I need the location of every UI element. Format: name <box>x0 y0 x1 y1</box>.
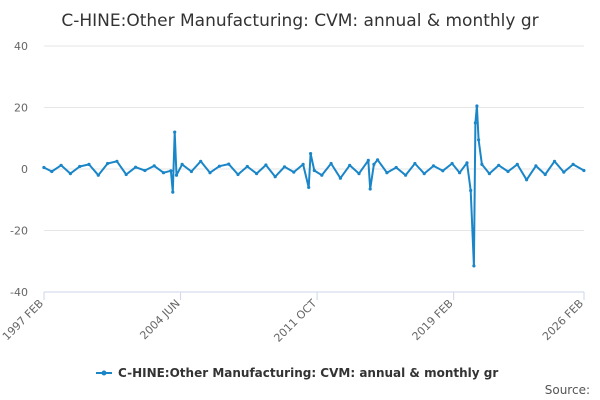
y-tick-label: -40 <box>10 286 28 299</box>
data-point[interactable] <box>404 173 408 177</box>
data-point[interactable] <box>124 172 128 177</box>
data-point[interactable] <box>497 163 501 167</box>
data-point[interactable] <box>469 188 473 193</box>
data-point[interactable] <box>171 190 175 194</box>
data-point[interactable] <box>562 170 566 174</box>
y-axis: 40 20 0 -20 -40 <box>10 40 28 299</box>
data-point[interactable] <box>134 165 138 169</box>
data-point[interactable] <box>282 165 287 169</box>
data-point[interactable] <box>431 164 436 168</box>
data-point[interactable] <box>143 168 147 173</box>
data-point[interactable] <box>534 164 538 168</box>
data-point[interactable] <box>68 172 72 176</box>
data-point[interactable] <box>366 158 370 162</box>
data-point[interactable] <box>413 161 417 166</box>
data-point[interactable] <box>372 162 376 166</box>
data-point[interactable] <box>301 162 305 166</box>
data-point[interactable] <box>236 172 240 177</box>
data-point[interactable] <box>208 171 212 175</box>
data-point[interactable] <box>376 158 380 162</box>
data-point[interactable] <box>422 172 426 176</box>
data-point[interactable] <box>42 165 46 170</box>
legend-marker-symbol <box>101 370 107 376</box>
data-point[interactable] <box>394 165 398 170</box>
data-point[interactable] <box>312 168 316 173</box>
data-point[interactable] <box>245 164 249 169</box>
legend-label: C-HINE:Other Manufacturing: CVM: annual … <box>118 366 498 380</box>
data-point[interactable] <box>506 169 510 174</box>
x-tick-label: 2019 FEB <box>410 297 456 343</box>
y-tick-label: 40 <box>14 40 28 53</box>
data-point[interactable] <box>152 164 156 168</box>
data-point[interactable] <box>515 162 519 166</box>
data-point[interactable] <box>475 104 479 108</box>
data-point[interactable] <box>169 169 173 173</box>
data-point[interactable] <box>180 162 184 166</box>
data-point[interactable] <box>472 264 476 268</box>
data-point[interactable] <box>227 162 231 166</box>
chart-title: C-HINE:Other Manufacturing: CVM: annual … <box>61 11 538 31</box>
data-point[interactable] <box>450 161 454 166</box>
data-point[interactable] <box>441 169 445 173</box>
data-point[interactable] <box>552 159 557 163</box>
data-point[interactable] <box>106 161 110 166</box>
data-point[interactable] <box>487 172 491 176</box>
data-point[interactable] <box>217 164 221 168</box>
data-point[interactable] <box>320 173 324 177</box>
data-point[interactable] <box>571 162 575 166</box>
data-point[interactable] <box>189 169 193 174</box>
legend[interactable]: C-HINE:Other Manufacturing: CVM: annual … <box>96 366 498 380</box>
data-point[interactable] <box>480 162 484 166</box>
series-layer <box>42 104 586 268</box>
data-point[interactable] <box>477 138 481 142</box>
data-point[interactable] <box>465 161 469 165</box>
data-point[interactable] <box>78 164 82 169</box>
data-point[interactable] <box>458 171 462 175</box>
data-point[interactable] <box>292 170 296 174</box>
data-point[interactable] <box>329 161 333 166</box>
data-point[interactable] <box>255 172 259 176</box>
data-point[interactable] <box>59 163 63 167</box>
data-point[interactable] <box>582 168 586 173</box>
data-point[interactable] <box>273 175 277 179</box>
grid-layer <box>44 45 584 231</box>
data-point[interactable] <box>525 178 529 182</box>
data-point[interactable] <box>199 159 203 163</box>
data-point[interactable] <box>50 169 54 174</box>
data-point[interactable] <box>174 173 179 177</box>
data-point[interactable] <box>87 162 91 166</box>
data-point[interactable] <box>173 130 177 134</box>
credits[interactable]: Source: <box>545 383 590 397</box>
y-tick-label: 0 <box>21 163 28 176</box>
data-point[interactable] <box>385 171 389 175</box>
data-point[interactable] <box>161 171 166 175</box>
data-point[interactable] <box>264 163 268 167</box>
series-line[interactable] <box>42 105 585 267</box>
y-tick-label: 20 <box>14 102 28 115</box>
data-point[interactable] <box>348 163 352 167</box>
x-tick-label: 1997 FEB <box>0 297 46 343</box>
data-point[interactable] <box>543 172 547 177</box>
data-point[interactable] <box>309 152 313 156</box>
x-tick-label: 2004 JUN <box>137 297 182 342</box>
data-point[interactable] <box>368 187 372 191</box>
data-point[interactable] <box>338 176 342 180</box>
data-point[interactable] <box>115 159 119 163</box>
data-point[interactable] <box>307 185 311 189</box>
x-tick-label: 2026 FEB <box>540 297 586 343</box>
y-tick-label: -20 <box>10 225 28 238</box>
x-tick-label: 2011 OCT <box>271 297 319 345</box>
data-point[interactable] <box>96 173 100 177</box>
data-point[interactable] <box>357 172 361 176</box>
x-axis: 1997 FEB 2004 JUN 2011 OCT 2019 FEB 2026 FEB <box>0 292 586 345</box>
data-point[interactable] <box>473 121 477 125</box>
